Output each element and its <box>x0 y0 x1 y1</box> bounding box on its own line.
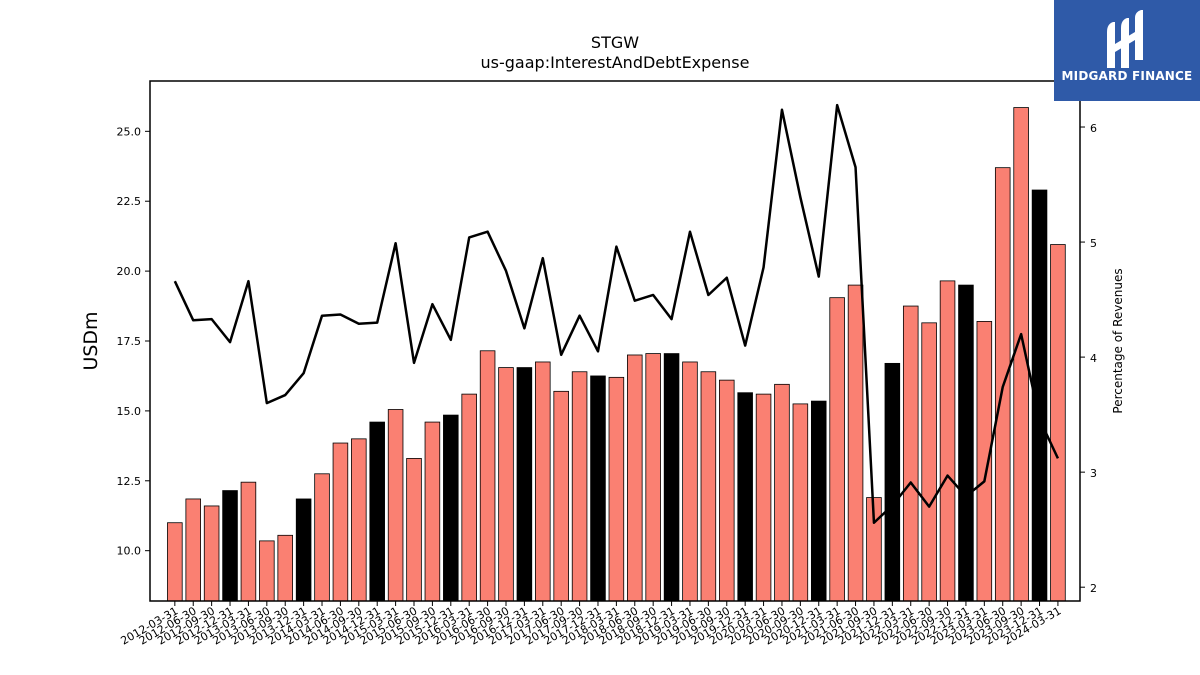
bar <box>608 376 625 602</box>
bar <box>185 498 202 602</box>
bar <box>590 375 606 602</box>
y-tick-label: 15.0 <box>117 405 142 418</box>
bar <box>829 297 845 602</box>
bar <box>516 367 533 602</box>
bar <box>314 473 330 602</box>
y2-tick-label: 4 <box>1090 352 1097 365</box>
bar <box>387 409 404 602</box>
ratio-line <box>173 103 1060 525</box>
brand-logo: MIDGARD FINANCE <box>1054 0 1200 101</box>
bar <box>902 305 919 602</box>
bar <box>774 383 790 602</box>
bar <box>443 414 459 602</box>
bar <box>682 361 698 602</box>
bar <box>332 442 349 602</box>
bar <box>737 392 753 602</box>
chart-subtitle: us-gaap:InterestAndDebtExpense <box>481 53 750 72</box>
bar <box>424 421 441 602</box>
line-layer <box>173 103 1060 525</box>
bar <box>810 400 827 602</box>
bar <box>921 322 937 602</box>
bar <box>203 505 220 602</box>
bar <box>461 393 477 602</box>
brand-name: MIDGARD FINANCE <box>1061 69 1193 83</box>
bar <box>700 371 717 602</box>
bars-layer <box>167 107 1066 602</box>
y-tick-label: 10.0 <box>117 545 142 558</box>
bar <box>792 403 809 602</box>
bar <box>295 498 312 602</box>
bar <box>663 353 680 602</box>
bar <box>479 350 496 602</box>
y-tick-label: 17.5 <box>117 335 142 348</box>
bar <box>1050 244 1066 602</box>
bar <box>351 438 367 602</box>
y-tick-label: 22.5 <box>117 195 142 208</box>
bar <box>406 458 422 602</box>
bar <box>719 379 735 602</box>
y-axis-label: USDm <box>80 311 102 370</box>
bar <box>369 421 385 602</box>
bar <box>627 354 643 602</box>
bar <box>884 362 901 602</box>
bar <box>571 371 588 602</box>
bar <box>553 390 569 602</box>
bar <box>958 284 974 602</box>
bar <box>498 367 514 602</box>
y2-tick-label: 5 <box>1090 237 1097 250</box>
bar <box>939 280 956 602</box>
axes-layer: 10.012.515.017.520.022.525.0234562012-03… <box>117 80 1097 648</box>
y2-axis-label: Percentage of Revenues <box>1111 268 1125 413</box>
chart-title: STGW <box>591 33 639 52</box>
y-tick-label: 20.0 <box>117 265 142 278</box>
bar <box>167 522 183 602</box>
bar <box>222 490 238 602</box>
y2-tick-label: 2 <box>1090 582 1097 595</box>
bar <box>259 540 275 602</box>
bar <box>240 481 257 602</box>
y2-tick-label: 6 <box>1090 122 1097 135</box>
bar <box>645 353 661 602</box>
bar <box>847 284 864 602</box>
bar <box>535 361 551 602</box>
y-tick-label: 12.5 <box>117 475 142 488</box>
y-tick-label: 25.0 <box>117 125 142 138</box>
y2-tick-label: 3 <box>1090 467 1097 480</box>
bar <box>277 534 293 602</box>
bar <box>755 393 772 602</box>
midgard-logo-icon <box>1107 10 1143 68</box>
